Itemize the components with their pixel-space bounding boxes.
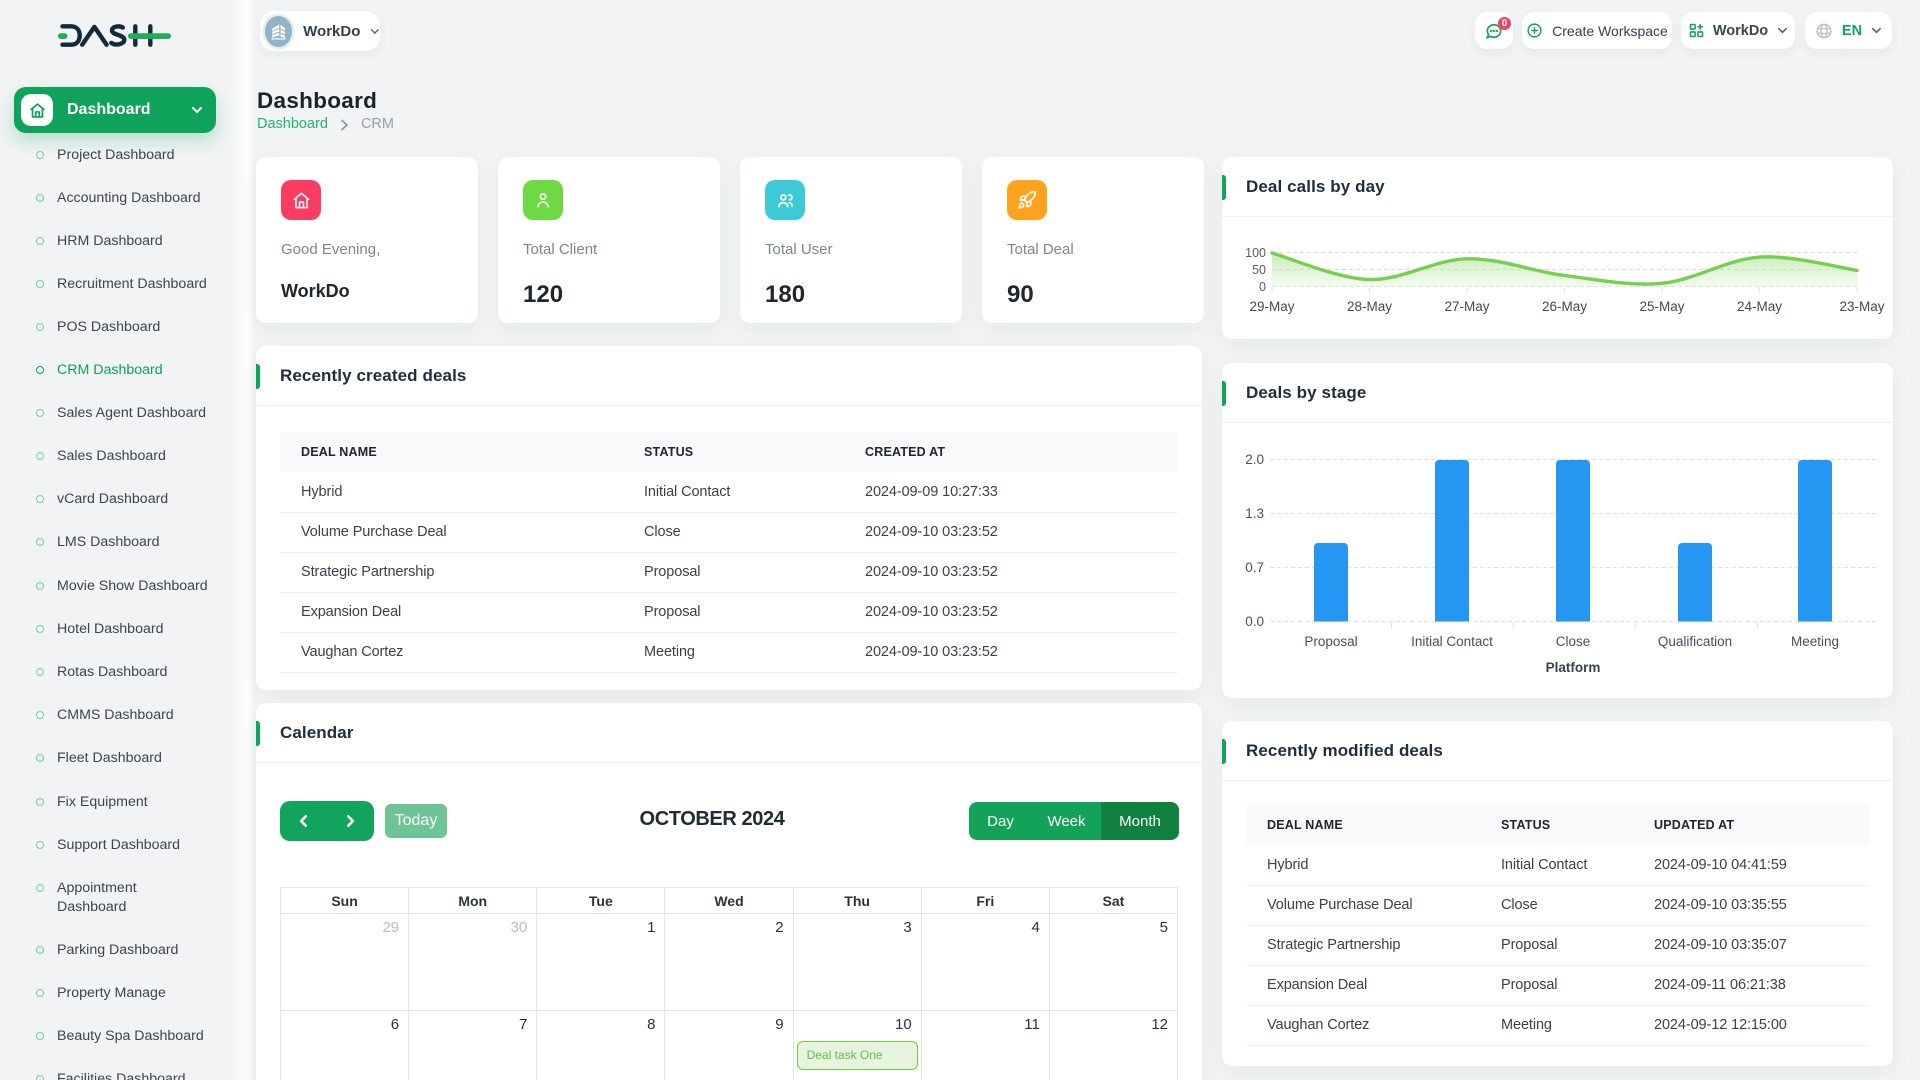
svg-text:Meeting: Meeting [1791,634,1839,649]
svg-text:0: 0 [1259,280,1266,294]
svg-text:28-May: 28-May [1347,299,1392,314]
svg-text:25-May: 25-May [1639,299,1684,314]
svg-text:26-May: 26-May [1542,299,1587,314]
svg-text:Platform: Platform [1546,660,1601,675]
svg-text:23-May: 23-May [1839,299,1884,314]
svg-text:Qualification: Qualification [1658,634,1732,649]
svg-text:24-May: 24-May [1737,299,1782,314]
svg-text:0.7: 0.7 [1245,560,1264,575]
svg-text:100: 100 [1245,246,1266,260]
svg-text:50: 50 [1252,263,1266,277]
svg-text:2.0: 2.0 [1245,452,1264,467]
svg-text:Proposal: Proposal [1304,634,1357,649]
svg-text:29-May: 29-May [1249,299,1294,314]
svg-text:27-May: 27-May [1444,299,1489,314]
svg-text:Close: Close [1556,634,1591,649]
svg-text:0.0: 0.0 [1245,614,1264,629]
svg-text:Initial Contact: Initial Contact [1411,634,1493,649]
svg-text:1.3: 1.3 [1245,506,1264,521]
